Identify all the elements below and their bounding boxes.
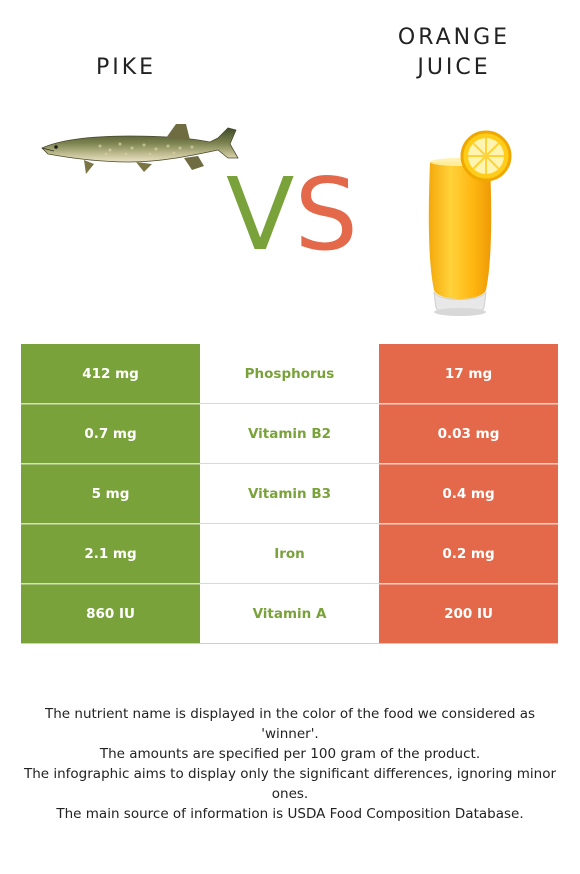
note-significant-differences: The infographic aims to display only the…	[23, 766, 557, 802]
note-per-100g: The amounts are specified per 100 gram o…	[99, 746, 481, 762]
right-value: 0.4 mg	[379, 464, 558, 523]
pike-fish-icon	[41, 124, 239, 174]
food-title-left: PIKE	[26, 53, 226, 83]
footer-notes: The nutrient name is displayed in the co…	[20, 704, 560, 824]
note-data-source: The main source of information is USDA F…	[56, 806, 524, 822]
comparison-table: 412 mg Phosphorus 17 mg 0.7 mg Vitamin B…	[21, 344, 558, 644]
left-value: 5 mg	[21, 464, 200, 523]
vs-label: VS	[222, 165, 362, 265]
table-row: 412 mg Phosphorus 17 mg	[21, 344, 558, 404]
table-row: 860 IU Vitamin A 200 IU	[21, 584, 558, 644]
right-value: 17 mg	[379, 344, 558, 403]
food-name-left: PIKE	[95, 55, 157, 80]
left-value: 0.7 mg	[21, 404, 200, 463]
table-row: 5 mg Vitamin B3 0.4 mg	[21, 464, 558, 524]
nutrient-name: Vitamin B3	[200, 464, 379, 523]
table-row: 0.7 mg Vitamin B2 0.03 mg	[21, 404, 558, 464]
left-value: 2.1 mg	[21, 524, 200, 583]
left-value: 412 mg	[21, 344, 200, 403]
nutrient-name: Vitamin B2	[200, 404, 379, 463]
orange-juice-glass-icon	[428, 130, 512, 316]
left-value: 860 IU	[21, 584, 200, 643]
nutrient-name: Iron	[200, 524, 379, 583]
vs-letter-s: S	[294, 156, 358, 273]
note-winner-color: The nutrient name is displayed in the co…	[44, 706, 536, 742]
food-title-right: ORANGE JUICE	[354, 23, 554, 83]
nutrient-name: Phosphorus	[200, 344, 379, 403]
food-name-right-line1: ORANGE	[397, 25, 511, 50]
nutrient-name: Vitamin A	[200, 584, 379, 643]
vs-letter-v: V	[226, 156, 295, 273]
right-value: 0.03 mg	[379, 404, 558, 463]
right-value: 0.2 mg	[379, 524, 558, 583]
food-name-right-line2: JUICE	[417, 55, 491, 80]
right-value: 200 IU	[379, 584, 558, 643]
table-row: 2.1 mg Iron 0.2 mg	[21, 524, 558, 584]
